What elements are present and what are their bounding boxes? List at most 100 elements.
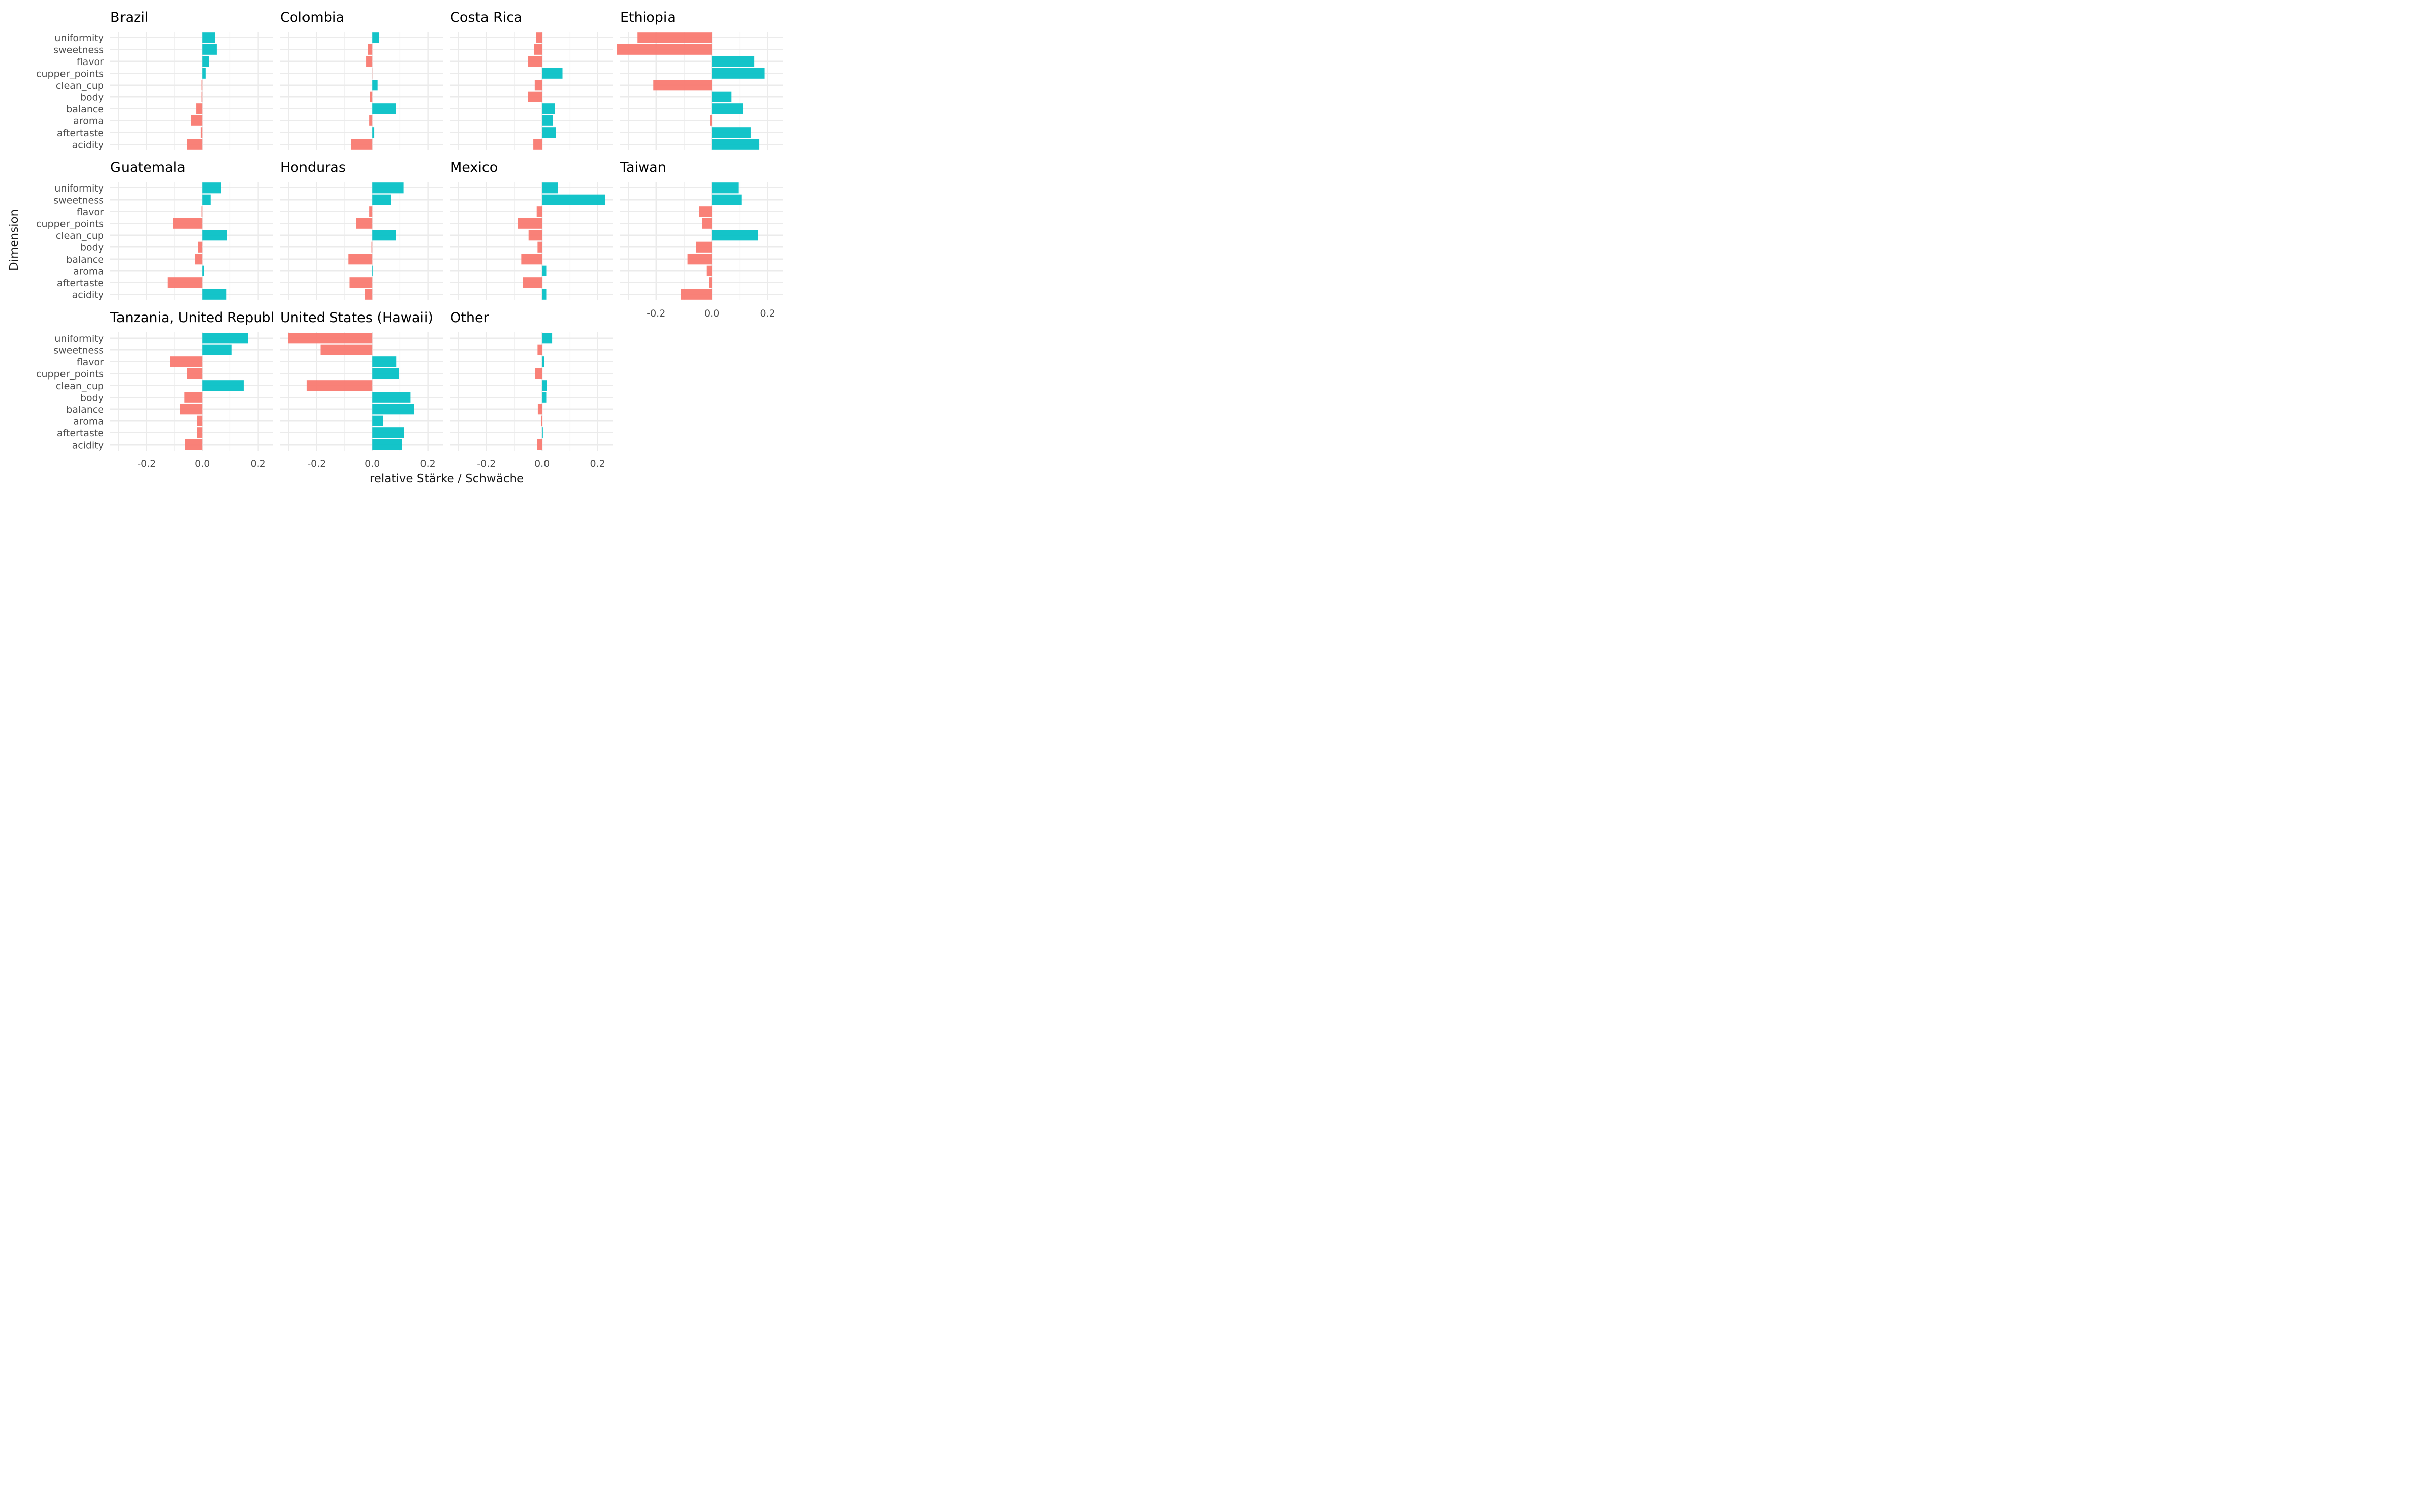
bar-uniformity	[202, 32, 215, 43]
category-label: acidity	[72, 139, 104, 150]
bar-balance	[372, 404, 414, 415]
x-axis-title: relative Stärke / Schwäche	[370, 472, 524, 485]
bar-balance	[196, 103, 203, 114]
category-label: sweetness	[53, 345, 104, 356]
bar-balance	[542, 103, 555, 114]
bar-cupper_points	[187, 368, 203, 379]
bar-balance	[372, 103, 396, 114]
bar-clean_cup	[202, 380, 244, 391]
category-label: uniformity	[54, 333, 104, 344]
facet-title: Colombia	[280, 10, 344, 25]
bar-clean_cup	[712, 230, 758, 241]
bar-balance	[180, 404, 203, 415]
bar-clean_cup	[542, 380, 547, 391]
bar-aftertaste	[200, 127, 203, 138]
facet-panel: uniformitysweetnessflavorcupper_pointscl…	[36, 32, 273, 150]
bar-cupper_points	[173, 218, 203, 229]
bar-aftertaste	[542, 127, 556, 138]
category-label: balance	[66, 404, 104, 415]
bar-sweetness	[534, 44, 542, 55]
bar-flavor	[366, 56, 373, 67]
bar-acidity	[542, 289, 547, 300]
facet-title: United States (Hawaii)	[280, 310, 433, 326]
bar-flavor	[528, 56, 542, 67]
x-tick-label: 0.2	[590, 458, 606, 469]
bar-acidity	[372, 439, 402, 450]
bar-acidity	[185, 439, 203, 450]
bar-sweetness	[617, 44, 712, 55]
x-tick-label: -0.2	[647, 308, 666, 319]
bar-uniformity	[372, 182, 404, 194]
facet-panel: -0.2 0.0 0.2	[280, 332, 443, 469]
facet-title: Honduras	[280, 160, 346, 175]
bar-flavor	[699, 206, 712, 217]
bar-uniformity	[637, 32, 712, 43]
bar-sweetness	[537, 344, 542, 355]
bar-aftertaste	[542, 427, 543, 438]
facet-panel: -0.2 0.0 0.2	[620, 182, 783, 319]
facet-panel	[280, 182, 443, 300]
bar-balance	[537, 404, 542, 415]
bar-cupper_points	[518, 218, 542, 229]
x-tick-label: -0.2	[477, 458, 496, 469]
category-label: uniformity	[54, 33, 104, 44]
category-label: flavor	[77, 207, 104, 218]
bar-flavor	[536, 206, 542, 217]
bar-clean_cup	[201, 80, 203, 91]
category-label: flavor	[77, 357, 104, 368]
bar-aroma	[706, 265, 712, 276]
bar-uniformity	[712, 182, 739, 194]
bar-aroma	[540, 415, 542, 426]
category-label: body	[80, 242, 104, 253]
bar-aroma	[710, 115, 712, 126]
bar-clean_cup	[653, 80, 712, 91]
facet-title: Mexico	[450, 160, 498, 175]
facet-title: Tanzania, United Republic Of	[110, 310, 306, 326]
bar-cupper_points	[702, 218, 712, 229]
bar-acidity	[681, 289, 712, 300]
bar-cupper_points	[372, 368, 399, 379]
x-tick-label: -0.2	[307, 458, 326, 469]
category-label: aroma	[73, 416, 104, 427]
bar-flavor	[712, 56, 755, 67]
x-tick-label: 0.0	[195, 458, 210, 469]
bar-body	[198, 241, 203, 253]
bar-body	[537, 241, 542, 253]
bar-cupper_points	[202, 68, 206, 79]
bar-aftertaste	[167, 277, 203, 288]
category-label: body	[80, 92, 104, 103]
category-label: sweetness	[53, 195, 104, 206]
bar-sweetness	[368, 44, 373, 55]
bar-body	[201, 91, 203, 102]
category-label: cupper_points	[36, 218, 104, 229]
bar-body	[528, 91, 542, 102]
bar-flavor	[542, 356, 544, 367]
bar-flavor	[372, 356, 397, 367]
facet-panel: uniformitysweetnessflavorcupper_pointscl…	[36, 332, 273, 469]
bar-acidity	[533, 139, 542, 150]
bar-aroma	[542, 115, 553, 126]
facet-panel	[617, 32, 783, 150]
x-tick-label: 0.0	[365, 458, 380, 469]
bar-body	[184, 392, 203, 403]
bar-clean_cup	[372, 80, 378, 91]
bar-aroma	[542, 265, 547, 276]
bar-aroma	[202, 265, 204, 276]
bar-clean_cup	[528, 230, 542, 241]
category-label: balance	[66, 254, 104, 265]
bar-aftertaste	[709, 277, 712, 288]
bar-uniformity	[202, 182, 221, 194]
bar-acidity	[365, 289, 373, 300]
bar-sweetness	[542, 194, 605, 205]
facet-panel	[450, 182, 613, 300]
bar-acidity	[712, 139, 760, 150]
bar-clean_cup	[534, 80, 542, 91]
facet-title: Ethiopia	[620, 10, 676, 25]
bar-aftertaste	[712, 127, 751, 138]
bar-uniformity	[542, 182, 558, 194]
bar-uniformity	[536, 32, 542, 43]
category-label: acidity	[72, 439, 104, 451]
category-label: aroma	[73, 115, 104, 127]
panels-layer: uniformitysweetnessflavorcupper_pointscl…	[36, 10, 783, 469]
bar-flavor	[170, 356, 203, 367]
